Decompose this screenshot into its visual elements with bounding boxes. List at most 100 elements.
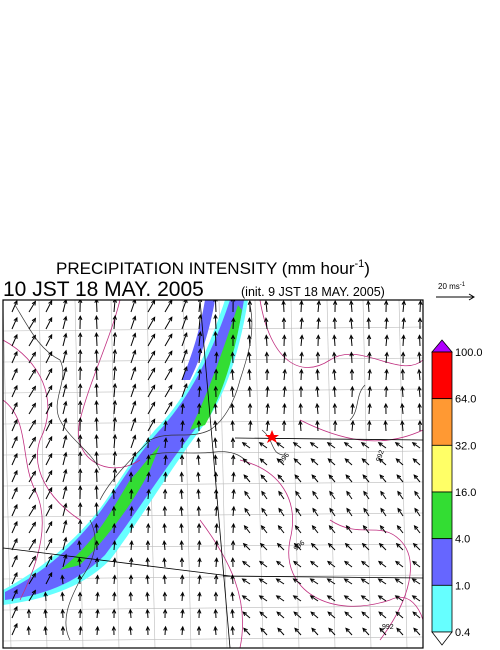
wind-arrow bbox=[418, 369, 421, 381]
wind-arrow bbox=[62, 418, 67, 432]
wind-arrow-head bbox=[414, 490, 419, 496]
wind-arrow-head bbox=[151, 401, 156, 407]
wind-arrow-head bbox=[168, 367, 173, 373]
wind-arrow bbox=[316, 386, 319, 398]
wind-arrow-head bbox=[94, 399, 99, 405]
grid-line bbox=[290, 300, 300, 648]
wind-arrow-head bbox=[361, 611, 367, 617]
wind-arrow bbox=[345, 627, 353, 636]
wind-arrow-head bbox=[413, 474, 419, 480]
wind-arrow-head bbox=[281, 300, 286, 306]
wind-arrow-head bbox=[129, 488, 134, 494]
wind-arrow-head bbox=[112, 450, 118, 456]
wind-arrow bbox=[130, 316, 136, 330]
wind-arrow bbox=[130, 541, 133, 551]
wind-arrow bbox=[266, 386, 269, 398]
vector-key-text: 20 ms bbox=[438, 282, 460, 291]
wind-arrow-head bbox=[349, 368, 355, 374]
wind-arrow-head bbox=[145, 591, 150, 597]
wind-arrow bbox=[45, 368, 53, 381]
wind-arrow-head bbox=[129, 505, 134, 511]
wind-arrow-head bbox=[241, 560, 247, 566]
wind-arrow bbox=[378, 595, 387, 602]
wind-arrow bbox=[361, 595, 370, 602]
wind-arrow-head bbox=[48, 418, 53, 424]
wind-arrow bbox=[130, 367, 136, 381]
wind-arrow-head bbox=[31, 402, 36, 408]
wind-arrow-head bbox=[377, 560, 383, 566]
title-main: PRECIPITATION INTENSITY (mm hour bbox=[56, 259, 355, 278]
wind-arrow bbox=[293, 561, 302, 568]
location-marker bbox=[265, 430, 279, 443]
wind-arrow-head bbox=[112, 365, 118, 371]
wind-arrow-head bbox=[366, 300, 371, 306]
wind-arrow bbox=[261, 508, 268, 517]
wind-arrow bbox=[11, 368, 18, 381]
wind-arrow-head bbox=[26, 625, 31, 631]
colorbar-label: 1.0 bbox=[455, 580, 470, 592]
wind-arrow bbox=[198, 575, 201, 585]
wind-arrow bbox=[300, 301, 303, 313]
wind-arrow-head bbox=[345, 627, 350, 633]
wind-arrow bbox=[147, 402, 156, 415]
wind-arrow-head bbox=[258, 595, 264, 600]
wind-arrow-head bbox=[94, 331, 99, 337]
wind-arrow bbox=[363, 508, 370, 517]
wind-arrow bbox=[95, 401, 98, 415]
wind-arrow-head bbox=[213, 574, 219, 580]
wind-arrow bbox=[385, 318, 388, 330]
wind-arrow bbox=[95, 384, 98, 398]
wind-arrow-head bbox=[361, 542, 367, 548]
wind-arrow bbox=[113, 541, 116, 551]
wind-arrow-head bbox=[326, 578, 332, 583]
wind-arrow-head bbox=[377, 595, 383, 600]
wind-arrow bbox=[395, 458, 404, 466]
wind-arrow-head bbox=[378, 611, 384, 617]
wind-arrow-head bbox=[328, 627, 333, 633]
wind-arrow-head bbox=[343, 442, 349, 447]
wind-arrow-head bbox=[326, 560, 332, 566]
wind-arrow bbox=[418, 352, 421, 364]
wind-arrow-head bbox=[231, 522, 236, 528]
wind-arrow-head bbox=[132, 349, 137, 355]
wind-arrow-head bbox=[95, 608, 100, 614]
wind-arrow bbox=[418, 386, 421, 398]
wind-arrow bbox=[412, 442, 421, 449]
wind-arrow bbox=[401, 421, 404, 432]
wind-arrow-head bbox=[394, 578, 400, 583]
wind-arrow bbox=[28, 471, 36, 483]
wind-arrow-head bbox=[213, 591, 219, 597]
wind-arrow bbox=[61, 592, 64, 602]
wind-arrow bbox=[95, 486, 98, 500]
wind-arrow-head bbox=[417, 419, 423, 425]
wind-arrow-head bbox=[379, 474, 385, 480]
wind-arrow-head bbox=[213, 471, 219, 477]
wind-arrow bbox=[232, 472, 235, 483]
wind-arrow-head bbox=[132, 434, 137, 440]
wind-arrow bbox=[147, 368, 156, 381]
wind-arrow-head bbox=[197, 574, 202, 580]
wind-arrow-head bbox=[179, 454, 185, 460]
wind-arrow-head bbox=[78, 625, 83, 631]
wind-arrow-head bbox=[259, 458, 265, 463]
wind-arrow-head bbox=[299, 317, 304, 323]
wind-arrow-head bbox=[78, 366, 83, 372]
wind-arrow-head bbox=[179, 505, 184, 511]
wind-arrow-head bbox=[332, 351, 337, 357]
grid-line bbox=[182, 300, 192, 648]
wind-arrow bbox=[378, 578, 387, 585]
wind-arrow-head bbox=[349, 334, 354, 340]
wind-arrow-head bbox=[179, 557, 185, 563]
wind-arrow bbox=[45, 300, 53, 313]
wind-arrow-head bbox=[384, 368, 389, 374]
wind-arrow-head bbox=[213, 402, 218, 408]
wind-arrow bbox=[130, 524, 133, 534]
wind-arrow-head bbox=[230, 540, 236, 545]
wind-arrow-head bbox=[112, 416, 118, 422]
wind-arrow-head bbox=[230, 591, 235, 597]
wind-arrow-head bbox=[63, 383, 68, 389]
wind-arrow bbox=[260, 627, 268, 636]
wind-arrow-head bbox=[243, 524, 249, 530]
wind-arrow bbox=[45, 419, 53, 432]
wind-arrow bbox=[146, 592, 149, 602]
